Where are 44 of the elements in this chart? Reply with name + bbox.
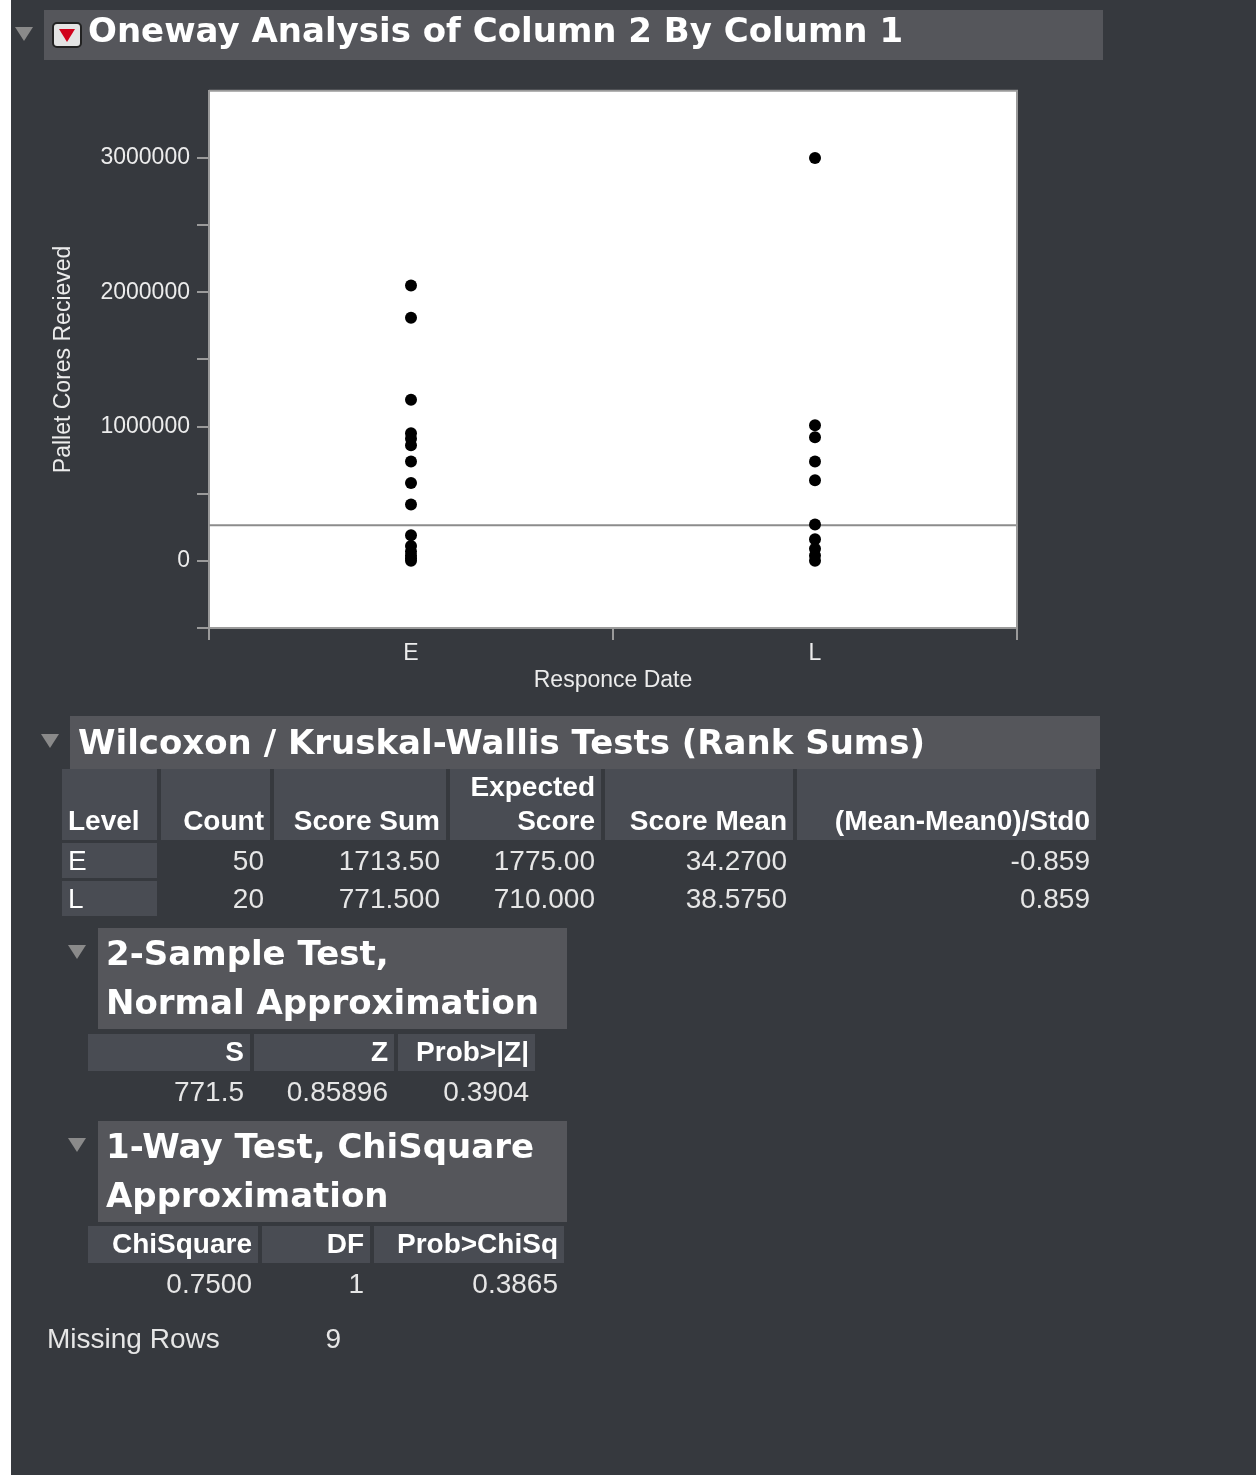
- y-tick-label: 2000000: [100, 277, 190, 304]
- text: 0.3865: [472, 1268, 558, 1299]
- text: Wilcoxon / Kruskal-Wallis Tests (Rank Sums): [78, 721, 926, 764]
- header-cell: Score Sum: [274, 769, 446, 840]
- text: 710.000: [493, 883, 595, 914]
- text: 1-Way Test, ChiSquare Approximation: [106, 1125, 535, 1217]
- header-cell: S: [88, 1034, 250, 1071]
- header-cell: Score Mean: [605, 769, 793, 840]
- text: 0.3904: [443, 1076, 529, 1107]
- text: 50: [232, 845, 264, 876]
- y-tick-label: 1000000: [100, 411, 190, 438]
- header-cell: L: [62, 881, 157, 916]
- header-cell: DF: [262, 1226, 370, 1263]
- y-tick-label: 0: [177, 546, 190, 573]
- text: 0.859: [1019, 883, 1090, 914]
- header-cell: Z: [254, 1034, 394, 1071]
- header-cell: ChiSquare: [88, 1226, 258, 1263]
- text: 1775.00: [493, 845, 595, 876]
- header-cell: Level: [62, 769, 157, 840]
- y-tick-label: 3000000: [100, 143, 190, 170]
- text: 771.5: [173, 1076, 244, 1107]
- text: 34.2700: [685, 845, 787, 876]
- text: 0.7500: [166, 1268, 252, 1299]
- category-label: Missing Rows: [47, 1323, 220, 1354]
- text: 20: [232, 883, 264, 914]
- text: 1713.50: [338, 845, 440, 876]
- text: 0.85896: [286, 1076, 388, 1107]
- header-cell: E: [62, 843, 157, 878]
- x-tick-label: L: [808, 639, 822, 666]
- header-cell: (Mean-Mean0)/Std0: [797, 769, 1096, 840]
- text: 771.500: [338, 883, 440, 914]
- text: -0.859: [1010, 845, 1090, 876]
- header-cell: Prob>ChiSq: [374, 1226, 564, 1263]
- header-cell: Count: [161, 769, 270, 840]
- text: 38.5750: [685, 883, 787, 914]
- x-tick-label: E: [403, 639, 419, 666]
- chart-title: Oneway Analysis of Column 2 By Column 1: [88, 10, 904, 50]
- header-cell: Prob>|Z|: [398, 1034, 535, 1071]
- text: 9: [325, 1323, 341, 1354]
- x-axis-title: Responce Date: [533, 665, 693, 692]
- header-cell: Expected Score: [450, 769, 601, 840]
- y-axis-title: Pallet Cores Recieved: [49, 245, 76, 474]
- text: 1: [348, 1268, 364, 1299]
- text: 2-Sample Test, Normal Approximation: [106, 932, 539, 1024]
